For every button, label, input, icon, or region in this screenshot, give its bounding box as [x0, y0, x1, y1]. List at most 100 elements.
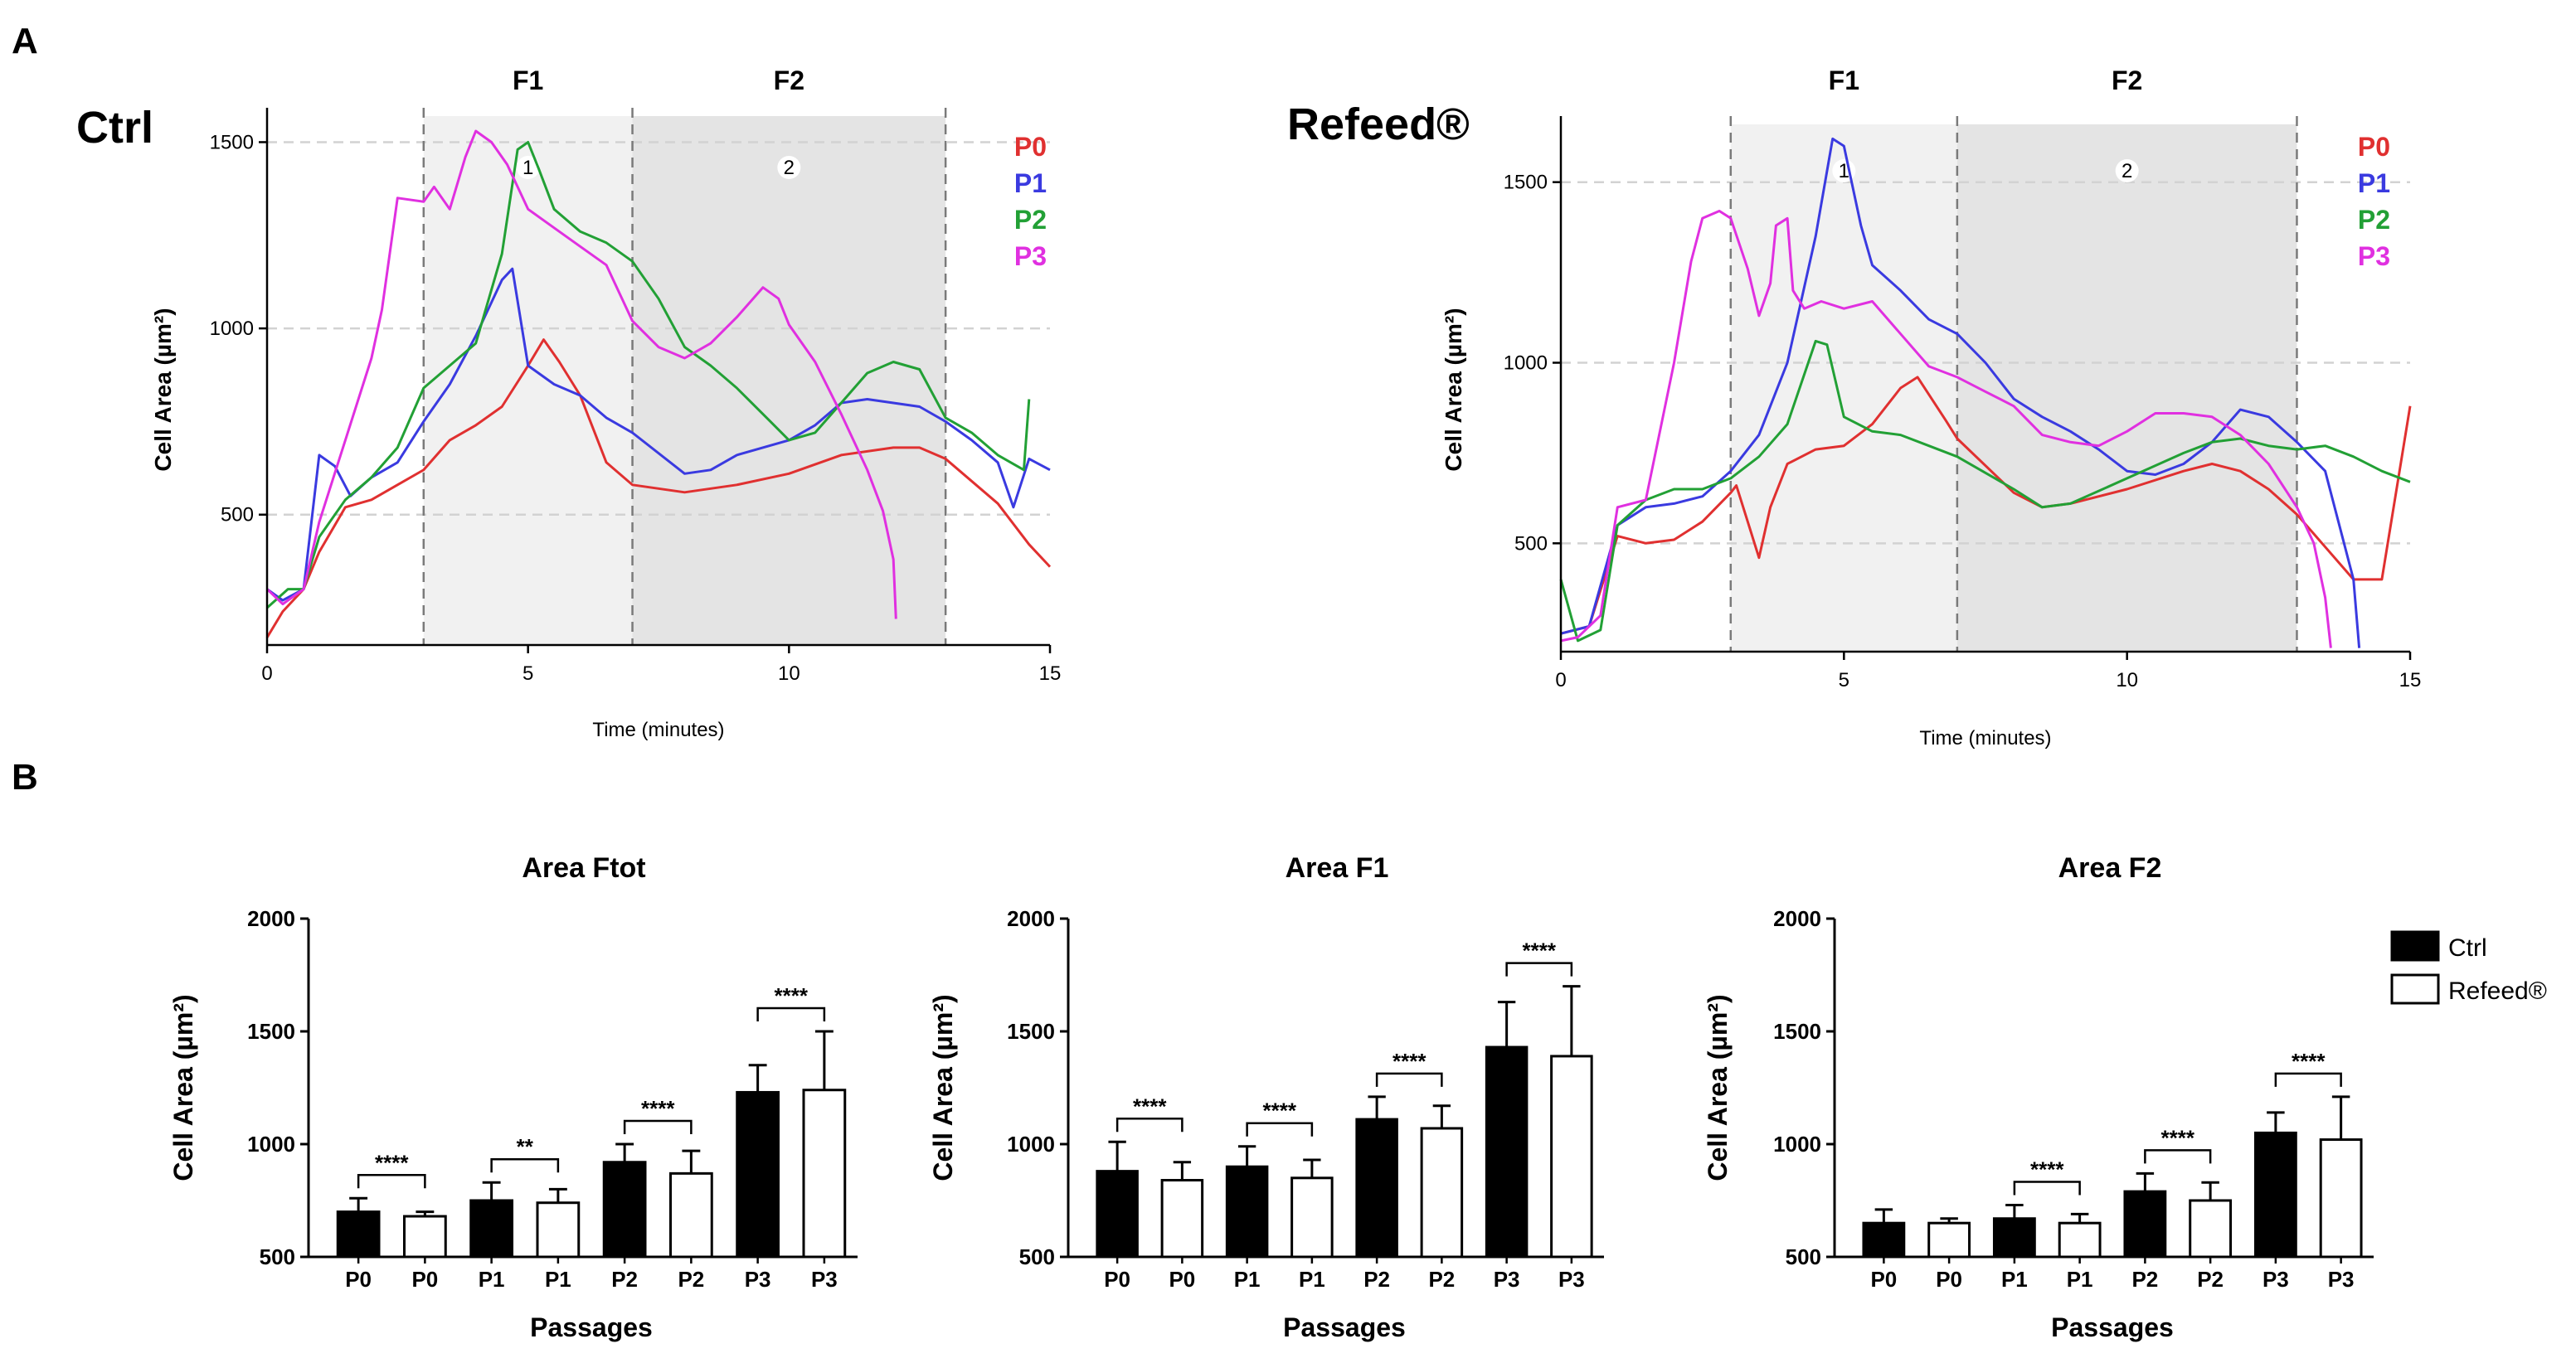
y-tick-label: 500 — [1786, 1244, 1821, 1269]
x-tick-label: P1 — [479, 1267, 505, 1292]
x-tick-label: P0 — [1104, 1267, 1130, 1292]
bar-p0-ctrl — [1096, 1170, 1139, 1259]
significance-bracket — [1115, 1118, 1184, 1133]
y-axis-label: Cell Area (µm²) — [928, 994, 958, 1181]
y-tick-label: 1000 — [1773, 1132, 1821, 1157]
bar-p1-refeed — [1290, 1176, 1334, 1259]
x-tick-label: P2 — [1363, 1267, 1390, 1292]
bar-p1-ctrl — [1225, 1165, 1269, 1259]
y-tick-label: 2000 — [1007, 906, 1055, 931]
y-axis-label: Cell Area (µm²) — [1441, 308, 1466, 471]
legend-entry-p1: P1 — [2358, 168, 2390, 198]
y-tick-label: 1500 — [247, 1019, 295, 1044]
y-tick-label: 2000 — [247, 906, 295, 931]
significance-bracket — [1375, 1072, 1443, 1087]
x-tick-label: P1 — [2067, 1267, 2093, 1292]
x-tick-label: 0 — [261, 662, 272, 685]
y-tick-label: 500 — [1019, 1244, 1055, 1269]
significance-label: **** — [375, 1150, 409, 1175]
x-tick-label: P0 — [345, 1267, 372, 1292]
x-axis-label: Passages — [1283, 1312, 1406, 1342]
x-tick-label: P2 — [1428, 1267, 1455, 1292]
legend-entry-p3: P3 — [1014, 241, 1047, 271]
x-axis-label: Time (minutes) — [592, 719, 724, 741]
series-line-p3 — [1560, 210, 2332, 648]
panel-b-label: B — [12, 757, 38, 798]
significance-label: **** — [1133, 1094, 1167, 1118]
chart-title: Ctrl — [76, 103, 153, 153]
significance-label: **** — [641, 1096, 675, 1121]
bar-p2-ctrl — [1355, 1118, 1398, 1259]
significance-bracket — [357, 1174, 426, 1189]
x-tick-label: P3 — [811, 1267, 838, 1292]
significance-label: ** — [517, 1134, 534, 1159]
x-axis-label: Passages — [2051, 1312, 2174, 1342]
x-tick-label: 0 — [1555, 669, 1566, 691]
series-line-p2 — [1559, 339, 2411, 643]
significance-label: **** — [2030, 1157, 2064, 1181]
phase-marker-1: 1 — [1839, 160, 1849, 182]
y-tick-label: 1500 — [210, 131, 254, 153]
y-tick-label: 1000 — [247, 1132, 295, 1157]
legend-entry-p0: P0 — [1014, 132, 1047, 162]
bar-p0-ctrl — [336, 1210, 381, 1259]
y-tick-label: 500 — [1514, 532, 1548, 555]
bar-p2-refeed — [2189, 1199, 2233, 1259]
phase-label-f1: F1 — [513, 65, 543, 95]
bar-p2-refeed — [1420, 1127, 1464, 1259]
significance-label: **** — [2161, 1125, 2195, 1150]
significance-bracket — [1505, 962, 1573, 977]
x-tick-label: 10 — [778, 662, 800, 685]
significance-label: **** — [2292, 1049, 2326, 1074]
x-tick-label: P2 — [2131, 1267, 2158, 1292]
x-tick-label: P1 — [2001, 1267, 2028, 1292]
phase-label-f2: F2 — [2112, 65, 2142, 95]
phase-marker-circle — [2115, 159, 2139, 182]
area-ftot-bar-chart: P0 P0 P1 P1 P2 P2 P3 P3**************5001000150… — [168, 852, 858, 1342]
significance-label: **** — [1263, 1099, 1297, 1123]
bar-p0-ctrl — [1862, 1221, 1906, 1259]
x-tick-label: P2 — [2197, 1267, 2224, 1292]
phase-label-f2: F2 — [774, 65, 804, 95]
bar-p2-refeed — [668, 1171, 713, 1259]
phase-marker-circle — [516, 156, 540, 179]
x-tick-label: 5 — [522, 662, 533, 685]
bar-p1-ctrl — [1992, 1217, 2036, 1259]
x-tick-label: P3 — [745, 1267, 771, 1292]
legend-label-ctrl: Ctrl — [2448, 934, 2487, 962]
legend-entry-p2: P2 — [1014, 205, 1047, 235]
y-tick-label: 1000 — [210, 318, 254, 340]
y-tick-label: 1000 — [1504, 352, 1548, 375]
x-tick-label: 15 — [2399, 669, 2422, 691]
bar-p2-ctrl — [2123, 1190, 2167, 1259]
phase-f1-region — [423, 116, 633, 645]
bar-p3-refeed — [1550, 1055, 1593, 1259]
bar-p3-ctrl — [2253, 1131, 2297, 1259]
bar-p3-ctrl — [736, 1090, 780, 1259]
bar-legend: Ctrl Refeed® — [2390, 930, 2547, 1005]
legend-entry-p3: P3 — [2358, 241, 2390, 271]
chart-title: Area F1 — [1286, 852, 1389, 884]
phase-marker-1: 1 — [522, 157, 533, 179]
significance-label: **** — [1392, 1049, 1427, 1074]
phase-marker-circle — [777, 156, 801, 179]
significance-bracket — [490, 1157, 560, 1173]
y-axis-label: Cell Area (µm²) — [168, 994, 198, 1181]
panel-a-label: A — [12, 21, 38, 61]
bar-p2-ctrl — [602, 1161, 647, 1259]
x-tick-label: P3 — [1494, 1267, 1520, 1292]
bar-p3-ctrl — [1485, 1045, 1529, 1259]
y-tick-label: 500 — [221, 504, 254, 526]
significance-bracket — [2144, 1149, 2212, 1164]
bar-p0-refeed — [1160, 1179, 1204, 1259]
chart-title: Area Ftot — [522, 852, 645, 884]
significance-bracket — [756, 1006, 826, 1021]
chart-title: Area F2 — [2058, 852, 2162, 884]
bar-p3-refeed — [802, 1089, 847, 1259]
y-tick-label: 1000 — [1007, 1132, 1055, 1157]
bar-p0-refeed — [1927, 1221, 1971, 1259]
y-tick-label: 1500 — [1007, 1019, 1055, 1044]
x-tick-label: P1 — [1234, 1267, 1261, 1292]
bar-p1-refeed — [2058, 1221, 2102, 1259]
